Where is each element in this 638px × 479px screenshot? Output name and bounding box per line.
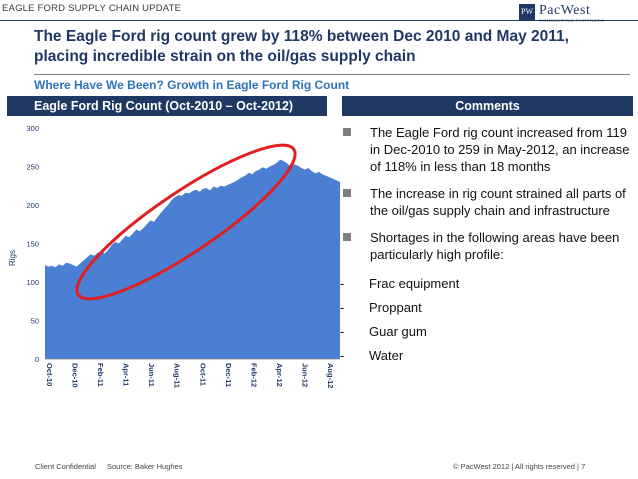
x-tick-label: Apr-12 xyxy=(275,363,284,387)
x-tick-label: Aug-11 xyxy=(173,363,182,388)
y-axis-label: Rigs xyxy=(8,250,17,266)
growth-highlight-ellipse xyxy=(75,143,297,301)
x-tick-label: Jun-12 xyxy=(301,363,310,387)
y-tick-label: 50 xyxy=(31,317,39,326)
sub-item: - Proppant xyxy=(340,300,422,315)
comment-item: Shortages in the following areas have be… xyxy=(340,229,635,263)
sub-item: - Guar gum xyxy=(340,324,427,339)
company-logo: PW PacWest CONSULTING PARTNERS xyxy=(519,3,633,25)
x-tick-label: Oct-11 xyxy=(198,363,207,386)
x-tick-label: Oct-10 xyxy=(45,363,54,386)
bullet-square-icon xyxy=(343,233,351,241)
y-tick-label: 150 xyxy=(26,240,39,249)
bullet-square-icon xyxy=(343,189,351,197)
footer-source: Source: Baker Hughes xyxy=(107,462,183,471)
x-axis: Oct-10 Dec-10 Feb-11 Apr-11 Jun-11 Aug-11 Oct-… xyxy=(45,358,340,388)
x-tick-label: Apr-11 xyxy=(122,363,131,386)
y-tick-label: 200 xyxy=(26,201,39,210)
comments-list: The Eagle Ford rig count increased from … xyxy=(340,124,635,371)
y-tick-label: 250 xyxy=(26,163,39,172)
footer-confidential: Client Confidential xyxy=(35,462,96,471)
slide-subtitle: Where Have We Been? Growth in Eagle Ford… xyxy=(34,78,350,92)
slide-title: The Eagle Ford rig count grew by 118% be… xyxy=(34,28,569,65)
header-divider xyxy=(0,20,638,21)
bullet-square-icon xyxy=(343,128,351,136)
y-axis: 0 50 100 150 200 250 300 xyxy=(26,124,39,364)
comments-header: Comments xyxy=(342,96,633,116)
sub-item: - Water xyxy=(340,348,404,363)
x-tick-label: Feb-11 xyxy=(96,363,105,387)
logo-name: PacWest xyxy=(539,3,591,18)
y-tick-label: 300 xyxy=(26,124,39,133)
logo-mark: PW xyxy=(519,4,535,20)
footer-copyright: © PacWest 2012 | All rights reserved | 7 xyxy=(453,462,586,471)
x-tick-label: Dec-10 xyxy=(71,363,80,388)
sub-item: - Frac equipment xyxy=(340,276,460,291)
title-divider xyxy=(34,74,630,75)
x-tick-label: Feb-12 xyxy=(249,363,258,387)
x-tick-label: Dec-11 xyxy=(224,363,233,387)
comment-item: The increase in rig count strained all p… xyxy=(340,185,635,219)
y-tick-label: 100 xyxy=(26,278,39,287)
section-tag: EAGLE FORD SUPPLY CHAIN UPDATE xyxy=(2,3,182,14)
comment-item: The Eagle Ford rig count increased from … xyxy=(340,124,635,175)
x-tick-label: Aug-12 xyxy=(326,363,335,388)
y-tick-label: 0 xyxy=(35,355,39,364)
rig-count-area xyxy=(45,159,340,359)
rig-count-chart: 0 50 100 150 200 250 300 Rigs Oct-10 Dec-10 Feb-… xyxy=(8,116,340,388)
chart-header: Eagle Ford Rig Count (Oct-2010 – Oct-201… xyxy=(7,96,327,116)
x-tick-label: Jun-11 xyxy=(147,363,156,387)
